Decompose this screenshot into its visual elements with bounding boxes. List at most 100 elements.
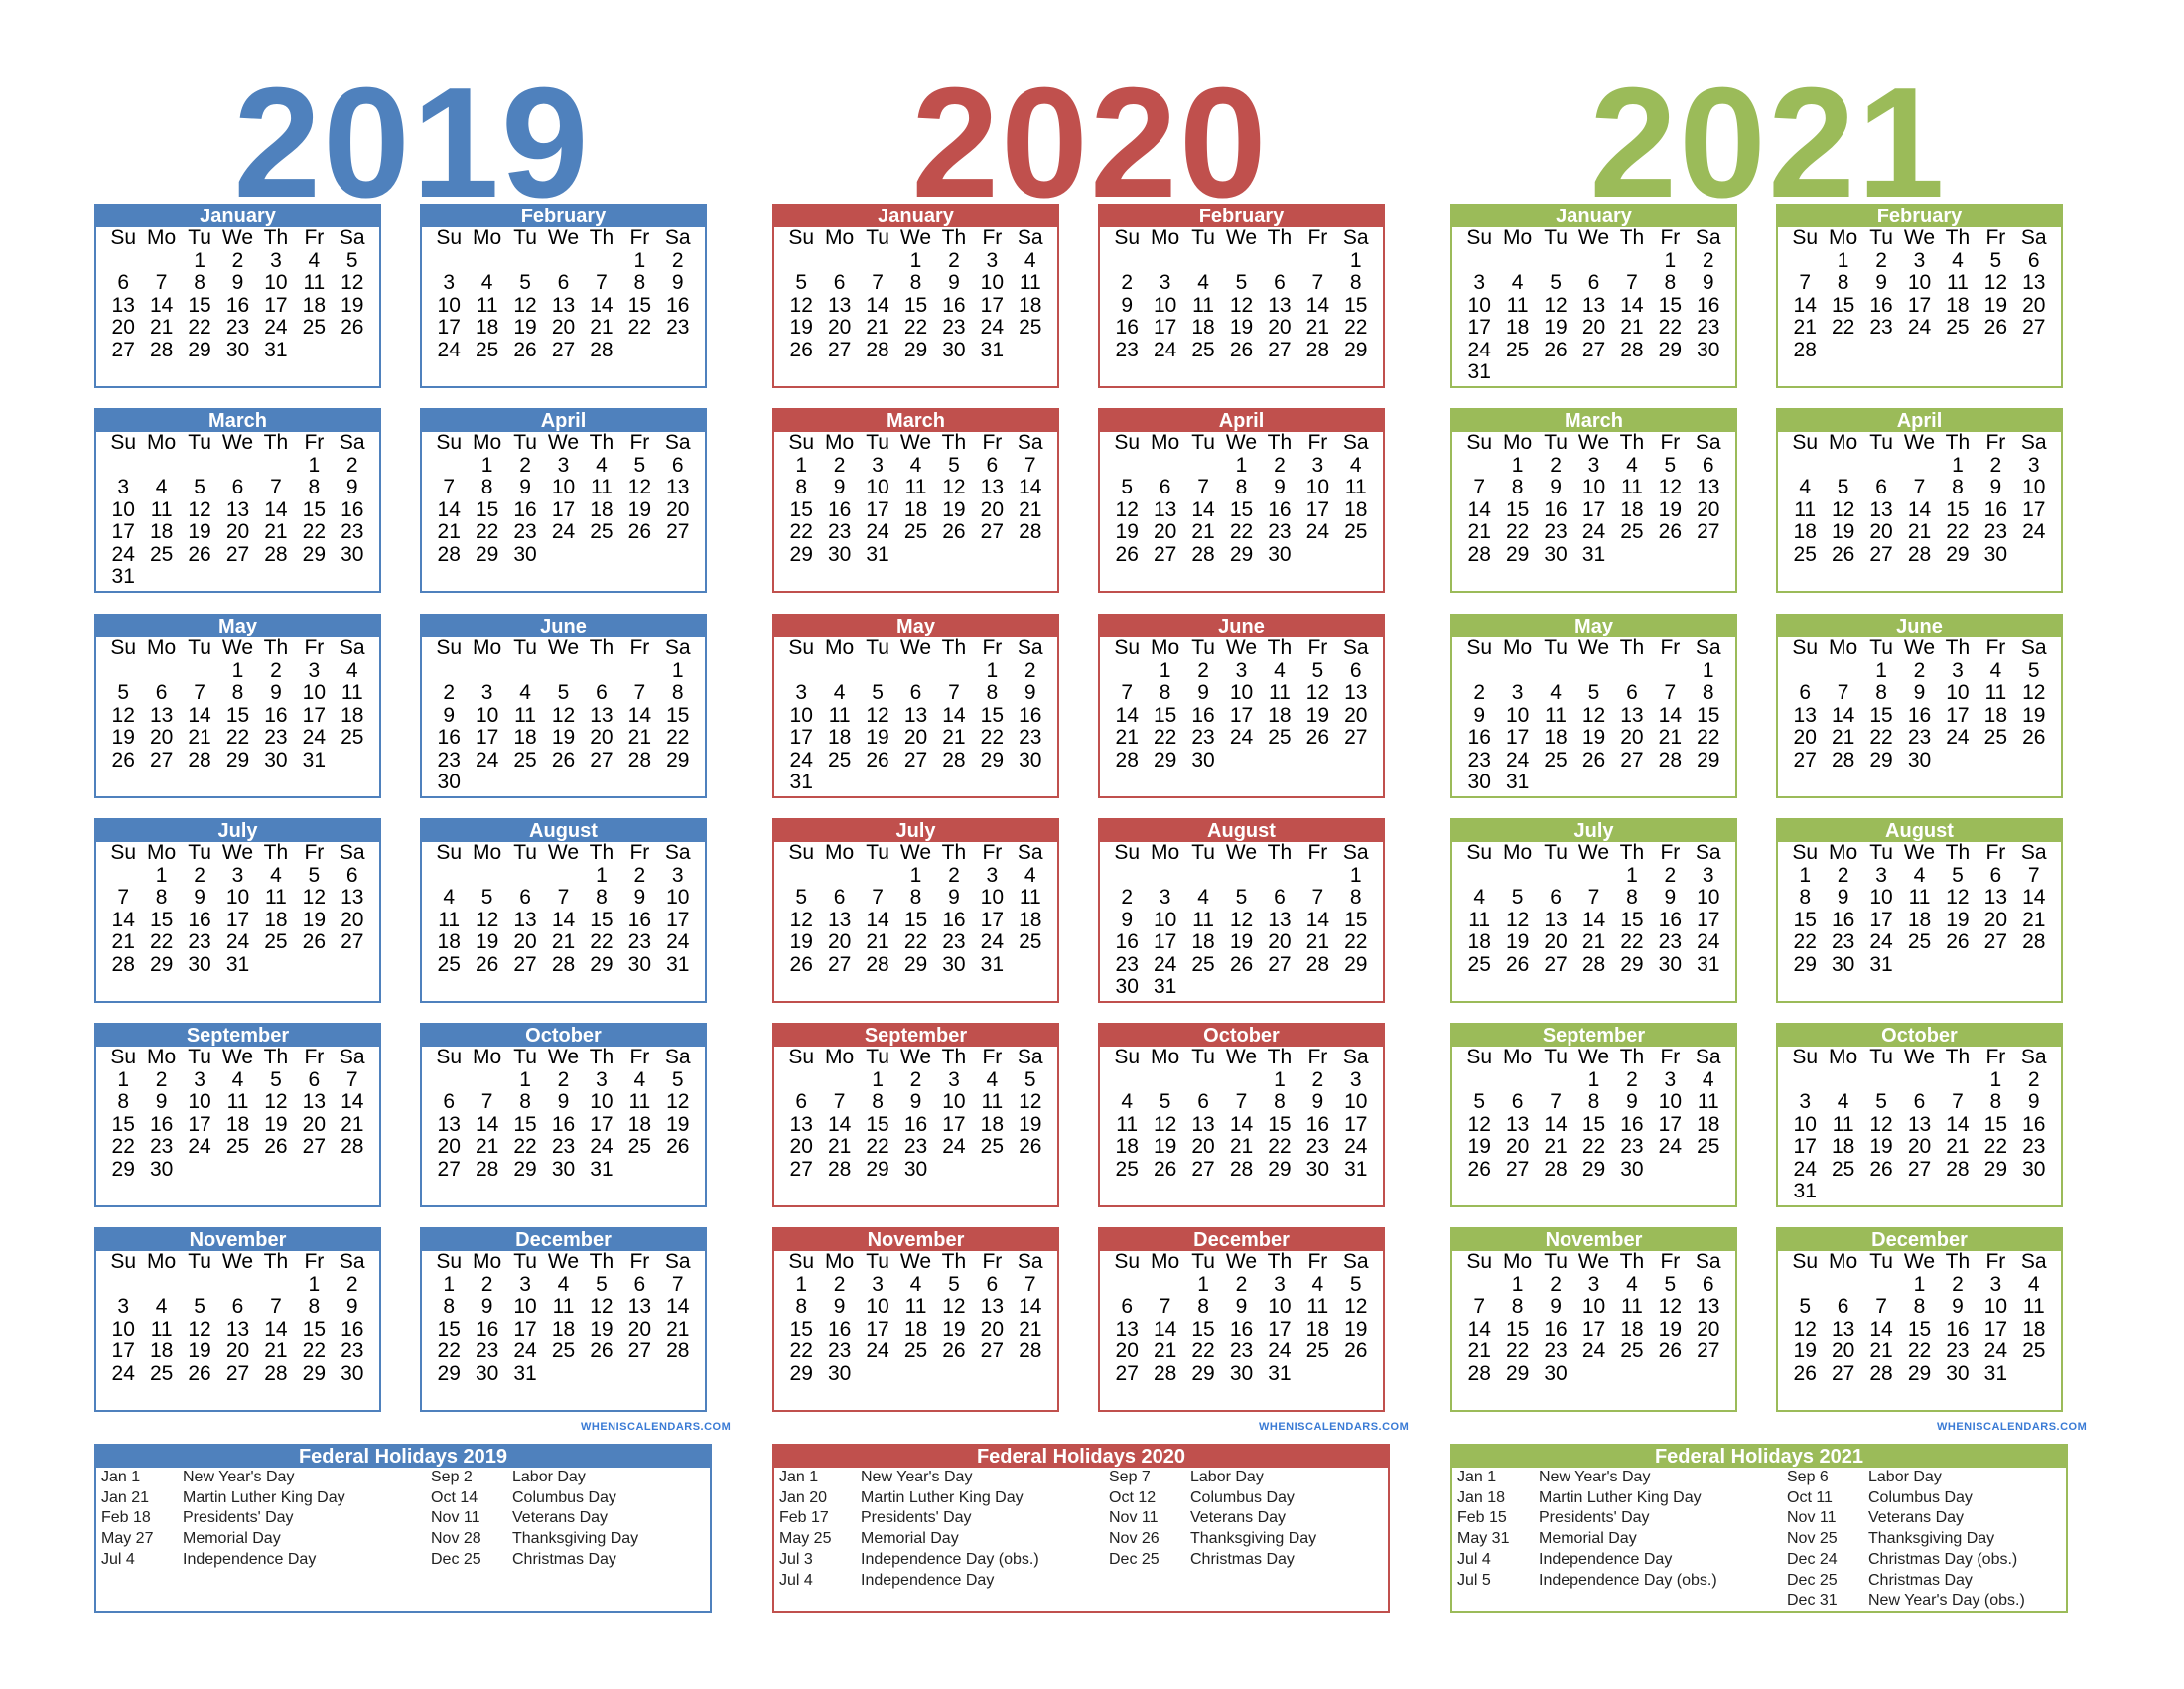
day-cell: 27 <box>2022 316 2046 339</box>
day-cell: 24 <box>1153 952 1177 976</box>
day-cell: 22 <box>627 316 652 339</box>
weekday-label: Tu <box>866 1250 889 1273</box>
weekday-label: We <box>221 1046 254 1068</box>
day-cell: 4 <box>480 271 493 294</box>
weekday-label: Sa <box>664 431 691 454</box>
month-june: June Su Mo Tu We Th Fr Sa 1 2 3 4 5 6 7 8 9 10 11 12 13 14 15 1… <box>420 614 707 798</box>
day-cell: 14 <box>1153 1317 1177 1340</box>
day-cell: 28 <box>188 748 211 772</box>
day-cell: 4 <box>231 1067 244 1091</box>
day-cell: 23 <box>1620 1135 1644 1158</box>
day-cell: 25 <box>1268 726 1292 749</box>
holidays-list: Jan 1 New Year's Day Jan 21 Martin Luther K… <box>96 1468 710 1611</box>
day-cell: 11 <box>438 908 461 931</box>
empty-day-cell <box>1824 660 1861 683</box>
day-cell: 10 <box>513 1295 537 1318</box>
weekday-label: We <box>1577 1250 1610 1273</box>
day-cell: 6 <box>986 1272 999 1296</box>
year-block-2021: 2021 January Su Mo Tu We Th Fr Sa 1 2 3 4 5 6 7 8 9 10 11 12… <box>1450 0 2087 1689</box>
empty-day-cell <box>1184 865 1222 888</box>
day-cell: 12 <box>1983 271 2008 294</box>
day-cell: 30 <box>1697 338 1720 361</box>
empty-day-cell <box>104 455 142 478</box>
day-cell: 7 <box>948 681 960 704</box>
weekday-label: Su <box>436 1046 463 1068</box>
day-cell: 11 <box>1947 271 1969 294</box>
day-cell: 11 <box>150 1317 173 1340</box>
day-cell: 19 <box>1115 520 1139 543</box>
day-cell: 20 <box>1869 520 1893 543</box>
day-cell: 18 <box>1115 1135 1139 1158</box>
day-cell: 15 <box>1505 497 1530 521</box>
day-cell: 21 <box>1544 1135 1568 1158</box>
day-cell: 24 <box>1907 316 1932 339</box>
day-cell: 1 <box>443 1272 456 1296</box>
day-cell: 8 <box>308 476 321 498</box>
day-cell: 5 <box>1664 453 1677 477</box>
day-cell: 23 <box>1907 726 1932 749</box>
day-cell: 2 <box>909 1067 922 1091</box>
day-cell: 27 <box>1268 952 1292 976</box>
day-cell: 11 <box>2022 1295 2045 1318</box>
day-cell: 22 <box>302 1339 327 1362</box>
day-cell: 5 <box>117 681 130 704</box>
day-cell: 5 <box>633 453 646 477</box>
day-cell: 22 <box>666 726 690 749</box>
day-cell: 24 <box>111 542 135 566</box>
day-cell: 11 <box>1306 1295 1329 1318</box>
day-cell: 7 <box>1024 453 1036 477</box>
weekday-label: Th <box>1945 226 1971 249</box>
day-cell: 21 <box>1946 1135 1970 1158</box>
day-cell: 17 <box>1983 1317 2008 1340</box>
day-cell: 15 <box>1831 293 1855 317</box>
day-cell: 24 <box>1581 1339 1606 1362</box>
day-cell: 17 <box>264 293 288 317</box>
day-cell: 13 <box>627 1295 652 1318</box>
day-cell: 8 <box>795 1295 808 1318</box>
day-cell: 26 <box>551 748 576 772</box>
day-cell: 31 <box>1505 771 1530 793</box>
day-cell: 11 <box>628 1090 651 1113</box>
holiday-date: Jul 4 <box>779 1571 813 1589</box>
day-cell: 29 <box>1946 542 1970 566</box>
day-cell: 17 <box>1305 497 1330 521</box>
day-cell: 8 <box>231 681 244 704</box>
holiday-date: Jan 20 <box>779 1488 828 1506</box>
day-cell: 14 <box>1305 908 1330 931</box>
day-cell: 9 <box>833 476 846 498</box>
weekday-label: Su <box>1792 1046 1819 1068</box>
empty-day-cell <box>468 865 505 888</box>
empty-day-cell <box>1184 455 1222 478</box>
day-cell: 19 <box>264 1112 288 1136</box>
day-cell: 4 <box>1121 1090 1134 1113</box>
day-cell: 28 <box>111 952 135 976</box>
weekday-label: Sa <box>1017 1046 1043 1068</box>
day-cell: 24 <box>590 1135 614 1158</box>
weekday-label: Su <box>788 1250 815 1273</box>
day-cell: 27 <box>1268 338 1292 361</box>
weekday-label: Su <box>1466 226 1493 249</box>
day-cell: 11 <box>476 293 498 317</box>
day-cell: 17 <box>1505 726 1530 749</box>
day-cell: 25 <box>1344 520 1368 543</box>
weekday-label: Fr <box>1985 841 2006 864</box>
day-cell: 26 <box>1305 726 1330 749</box>
day-cell: 21 <box>111 930 135 953</box>
weekday-label: We <box>1903 226 1936 249</box>
day-cell: 29 <box>1505 542 1530 566</box>
day-cell: 3 <box>1311 453 1324 477</box>
empty-day-cell <box>1146 1069 1183 1092</box>
day-cell: 17 <box>666 908 690 931</box>
day-cell: 14 <box>2022 886 2046 909</box>
day-cell: 18 <box>551 1317 576 1340</box>
month-header: May <box>96 616 379 637</box>
day-cell: 8 <box>1989 1090 2002 1113</box>
day-cell: 6 <box>1550 886 1562 909</box>
day-cell: 18 <box>149 520 174 543</box>
day-cell: 13 <box>111 293 135 317</box>
day-cell: 12 <box>627 476 652 498</box>
day-cell: 4 <box>1511 271 1524 294</box>
empty-day-cell <box>257 455 295 478</box>
day-cell: 17 <box>475 726 499 749</box>
day-cell: 29 <box>903 952 928 976</box>
